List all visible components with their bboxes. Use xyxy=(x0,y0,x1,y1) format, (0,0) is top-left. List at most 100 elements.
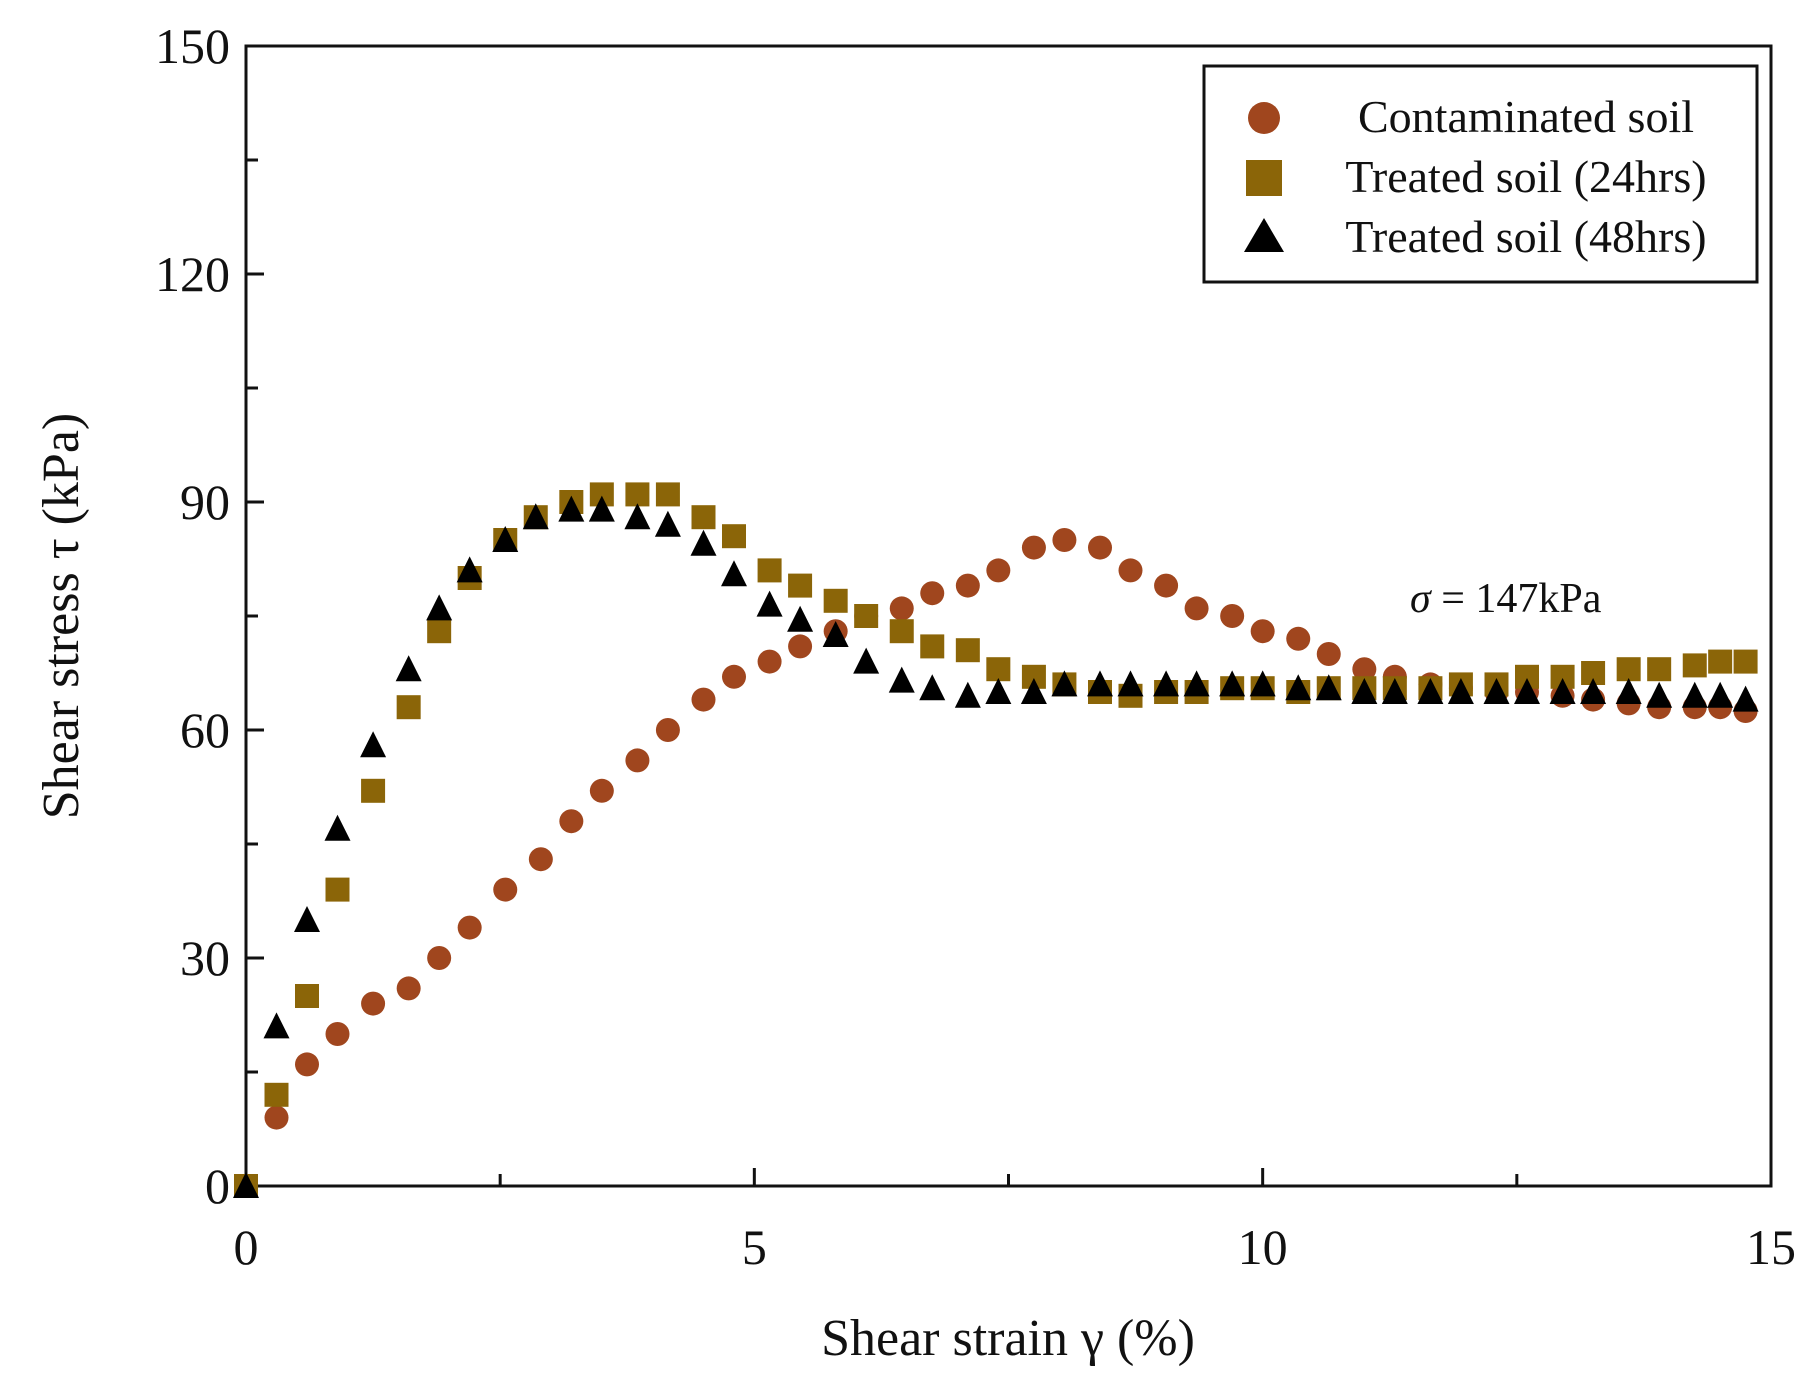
treated-soil-48hrs-point xyxy=(1087,670,1113,697)
contaminated-soil-point xyxy=(325,1022,350,1046)
treated-soil-48hrs-point xyxy=(919,674,946,701)
treated-soil-48hrs-point xyxy=(1447,678,1474,704)
y-tick-label: 0 xyxy=(205,1158,230,1214)
legend-marker-treated-soil-48hrs xyxy=(1244,218,1284,252)
y-tick-label: 90 xyxy=(180,474,230,530)
treated-soil-24hrs-point xyxy=(625,482,650,507)
treated-soil-24hrs-point xyxy=(1733,649,1758,674)
treated-soil-24hrs-point xyxy=(955,638,980,663)
contaminated-soil-point xyxy=(757,649,782,674)
treated-soil-48hrs-point xyxy=(1580,678,1607,704)
y-tick-label: 150 xyxy=(155,18,230,74)
contaminated-soil-point xyxy=(427,946,452,970)
treated-soil-48hrs-point xyxy=(624,503,651,530)
treated-soil-24hrs-point xyxy=(889,619,914,644)
treated-soil-24hrs-point xyxy=(1647,657,1672,682)
contaminated-soil-point xyxy=(1250,619,1275,644)
contaminated-soil-point xyxy=(691,687,716,712)
treated-soil-48hrs-point xyxy=(360,731,387,758)
sigma-annotation: σ = 147kPa xyxy=(1410,576,1602,622)
y-tick-label: 120 xyxy=(155,246,230,302)
treated-soil-24hrs-point xyxy=(1616,657,1641,682)
treated-soil-24hrs-point xyxy=(920,634,945,659)
y-tick-label: 60 xyxy=(180,702,230,758)
treated-soil-24hrs-point xyxy=(325,877,350,902)
treated-soil-24hrs-point xyxy=(655,482,680,507)
treated-soil-48hrs-point xyxy=(1514,678,1540,704)
treated-soil-48hrs-point xyxy=(822,621,849,647)
treated-soil-48hrs-point xyxy=(756,590,783,617)
treated-soil-48hrs-point xyxy=(324,814,351,841)
treated-soil-24hrs-point xyxy=(757,558,782,583)
legend-markers xyxy=(1244,102,1284,252)
contaminated-soil-point xyxy=(1052,528,1077,552)
treated-soil-48hrs-point xyxy=(654,510,681,537)
treated-soil-24hrs-point xyxy=(722,524,746,549)
treated-soil-48hrs-point xyxy=(1051,670,1078,697)
treated-soil-24hrs-point xyxy=(1708,649,1733,674)
treated-soil-48hrs-point xyxy=(787,605,814,632)
contaminated-soil-point xyxy=(1088,535,1112,560)
x-axis-title: Shear strain γ (%) xyxy=(821,1310,1195,1367)
treated-soil-48hrs-point xyxy=(853,647,880,674)
treated-soil-48hrs-point xyxy=(954,681,981,708)
treated-soil-48hrs-point xyxy=(263,1012,290,1039)
contaminated-soil-point xyxy=(396,976,421,1001)
contaminated-soil-point xyxy=(1118,558,1143,583)
contaminated-soil-point xyxy=(625,748,650,773)
data-series xyxy=(233,482,1759,1198)
contaminated-soil-point xyxy=(722,664,746,689)
contaminated-soil-point xyxy=(788,634,813,659)
treated-soil-48hrs-point xyxy=(558,495,585,522)
treated-soil-24hrs-point xyxy=(691,505,716,530)
treated-soil-48hrs-point xyxy=(1417,678,1444,704)
contaminated-soil-point xyxy=(1021,535,1046,560)
treated-soil-24hrs-point xyxy=(986,657,1011,682)
contaminated-soil-point xyxy=(1154,573,1179,598)
contaminated-soil-point xyxy=(1184,596,1209,621)
contaminated-soil-point xyxy=(493,877,518,902)
y-axis-title: Shear stress τ (kPa) xyxy=(33,413,90,819)
treated-soil-48hrs-point xyxy=(888,666,915,693)
treated-soil-48hrs-point xyxy=(395,655,422,682)
contaminated-soil-point xyxy=(920,581,945,606)
treated-soil-24hrs-point xyxy=(823,588,848,613)
treated-soil-48hrs-point xyxy=(456,556,483,583)
treated-soil-48hrs-point xyxy=(588,495,615,522)
treated-soil-48hrs-point xyxy=(1117,670,1144,697)
contaminated-soil-point xyxy=(955,573,980,598)
treated-soil-48hrs-point xyxy=(1483,678,1510,704)
sigma-value: = 147kPa xyxy=(1431,576,1602,622)
legend-frame xyxy=(1202,64,1759,284)
treated-soil-48hrs-point xyxy=(1707,681,1734,708)
treated-soil-48hrs-point xyxy=(1219,670,1246,697)
x-tick-label: 15 xyxy=(1746,1219,1796,1275)
treated-soil-48hrs-point xyxy=(1681,681,1708,708)
legend-marker-contaminated-soil xyxy=(1248,102,1280,134)
treated-soil-48hrs-point xyxy=(1249,670,1276,697)
treated-soil-48hrs-point xyxy=(233,1172,259,1198)
y-tick-label: 30 xyxy=(180,930,230,986)
treated-soil-48hrs-point xyxy=(1153,670,1180,697)
contaminated-soil-point xyxy=(1286,626,1311,651)
treated-soil-48hrs-point xyxy=(721,560,747,587)
x-tick-label: 5 xyxy=(742,1219,767,1275)
series-contaminated-soil xyxy=(234,528,1758,1198)
contaminated-soil-point xyxy=(295,1052,319,1077)
series-treated-soil-48hrs xyxy=(233,495,1759,1198)
treated-soil-48hrs-point xyxy=(1646,681,1673,708)
treated-soil-48hrs-point xyxy=(1020,678,1047,704)
treated-soil-24hrs-point xyxy=(854,604,879,628)
treated-soil-24hrs-point xyxy=(427,619,452,644)
contaminated-soil-point xyxy=(1316,642,1341,666)
x-tick-label: 10 xyxy=(1238,1219,1288,1275)
legend-label-treated-48hrs: Treated soil (48hrs) xyxy=(1345,211,1706,262)
sigma-symbol: σ xyxy=(1410,576,1433,622)
contaminated-soil-point xyxy=(986,558,1011,583)
contaminated-soil-point xyxy=(889,596,914,621)
treated-soil-48hrs-point xyxy=(426,594,453,621)
treated-soil-48hrs-point xyxy=(1732,685,1759,712)
legend: Contaminated soil Treated soil (24hrs) T… xyxy=(1202,64,1759,284)
